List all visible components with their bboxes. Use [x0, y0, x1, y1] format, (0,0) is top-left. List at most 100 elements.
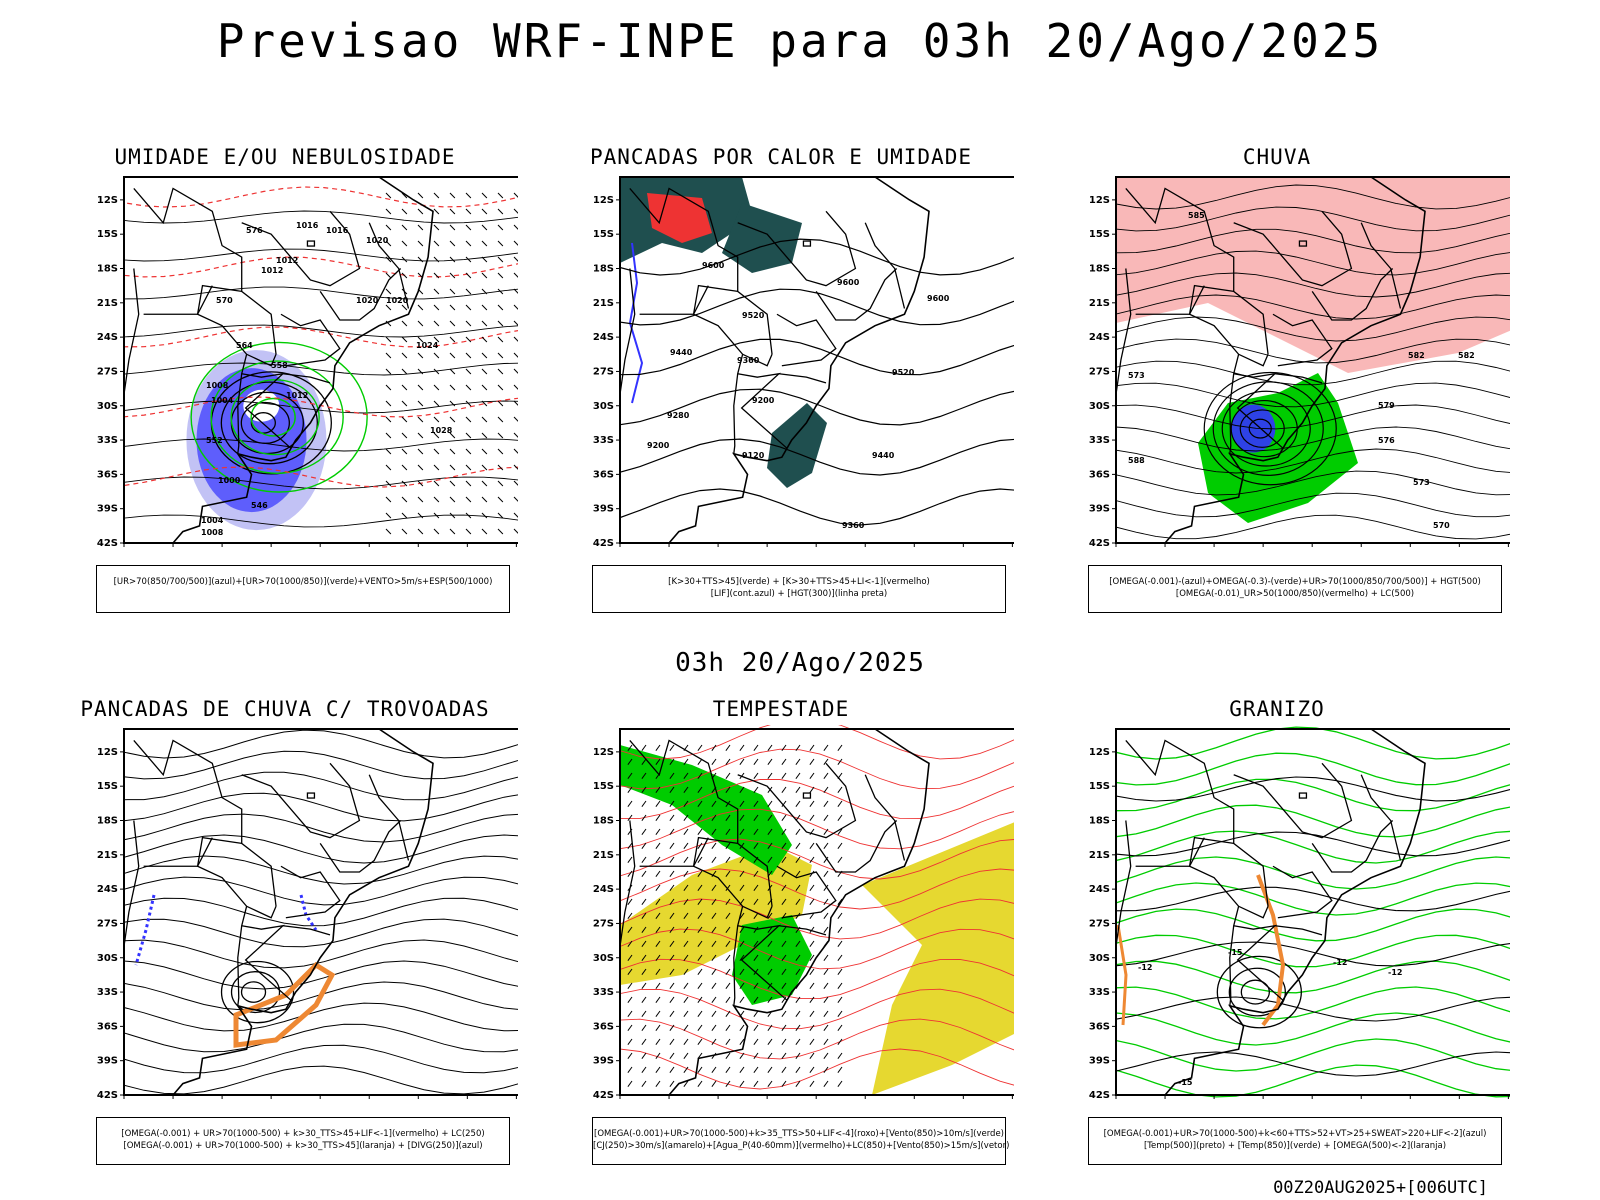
- political-border: [1232, 906, 1284, 1001]
- political-border: [133, 187, 277, 355]
- streamline: [123, 834, 518, 864]
- wind-vector: [449, 240, 456, 247]
- wind-vector: [809, 772, 815, 779]
- contour-label: -15: [1228, 948, 1243, 957]
- wind-vector: [795, 1038, 801, 1045]
- wind-vector: [385, 432, 392, 439]
- wind-vector: [753, 842, 759, 849]
- wind-vector: [781, 1010, 787, 1017]
- wind-vector: [627, 982, 633, 989]
- federal-district: [802, 792, 812, 799]
- figure-title: Previsao WRF-INPE para 03h 20/Ago/2025: [216, 14, 1384, 68]
- wind-vector: [513, 192, 518, 198]
- wind-vector: [837, 828, 843, 835]
- wind-vector: [837, 1038, 843, 1045]
- map-chuva[interactable]: 585 582 579 576 573 570 573 588 582 12S 15S 18S 21S 2…: [1088, 173, 1510, 547]
- wind-vector: [433, 240, 440, 247]
- wind-vector: [795, 884, 801, 891]
- wind-vector: [465, 496, 472, 503]
- wind-vector: [809, 940, 815, 947]
- wind-vector: [385, 384, 392, 391]
- coastline: [668, 176, 930, 544]
- wind-vector: [767, 758, 773, 765]
- wind-vector: [837, 1080, 843, 1087]
- wind-vector: [641, 884, 647, 891]
- wind-vector: [417, 240, 424, 247]
- temp500-contour: [1115, 831, 1510, 857]
- wind-vector: [795, 744, 801, 751]
- wind-vector: [809, 758, 815, 765]
- wind-vector: [697, 842, 703, 849]
- wind-vector: [465, 480, 472, 487]
- wind-vector: [753, 800, 759, 807]
- wind-vector: [683, 898, 689, 905]
- map-pancadas-calor[interactable]: 9600 9600 9600 9520 9440 9360 9280 9200 9200 9120…: [592, 173, 1014, 547]
- lat-label: 42S: [97, 538, 118, 547]
- wind-vector: [683, 1052, 689, 1059]
- political-border: [1232, 354, 1284, 449]
- isobar: [123, 476, 518, 490]
- wind-vector: [781, 898, 787, 905]
- wind-vector: [417, 320, 424, 327]
- panel-chuva: CHUVA 585 582 579 576 573 570 573 588 582 12S 15S 1…: [1062, 145, 1510, 613]
- wind-vector: [497, 272, 504, 279]
- lat-label: 21S: [1089, 850, 1110, 861]
- wind-vector: [697, 1024, 703, 1031]
- wind-vector: [465, 272, 472, 279]
- wind-vector: [669, 786, 675, 793]
- wind-vector: [837, 884, 843, 891]
- wind-vector: [753, 814, 759, 821]
- wind-vector: [497, 304, 504, 311]
- contour-label: 1012: [286, 391, 308, 400]
- temp850-contour: [1115, 908, 1510, 942]
- wind-vector: [627, 954, 633, 961]
- wind-vector: [697, 968, 703, 975]
- hgt500-low: [1203, 371, 1337, 486]
- wind-vector: [711, 926, 717, 933]
- wind-vector: [823, 1024, 829, 1031]
- wind-vector: [669, 1024, 675, 1031]
- wind-vector: [385, 304, 392, 311]
- wind-vector: [753, 772, 759, 779]
- political-border: [1274, 373, 1323, 384]
- wind-vector: [711, 954, 717, 961]
- wind-vector: [781, 856, 787, 863]
- wind-vector: [795, 898, 801, 905]
- wind-vector: [725, 1024, 731, 1031]
- political-border: [133, 739, 277, 907]
- wind-vector: [809, 1080, 815, 1087]
- wind-vector: [781, 884, 787, 891]
- wind-vector: [823, 982, 829, 989]
- wind-vector: [781, 744, 787, 751]
- wind-vector: [823, 884, 829, 891]
- wind-vector: [417, 304, 424, 311]
- panel-pancadas-trovoadas: PANCADAS DE CHUVA C/ TROVOADAS 12S 15S 18S…: [70, 697, 518, 1165]
- wind-vector: [465, 320, 472, 327]
- wind-vector: [433, 320, 440, 327]
- lat-label: 42S: [1089, 1090, 1110, 1099]
- map-tempestade[interactable]: 12S15S18S21S24S27S30S33S36S39S42S70W65W6…: [592, 725, 1014, 1099]
- lat-label: 12S: [97, 747, 118, 758]
- wind-vector: [641, 758, 647, 765]
- temp850-contour: [1115, 986, 1510, 1020]
- wind-vector: [627, 800, 633, 807]
- lat-label: 36S: [97, 1021, 118, 1032]
- map-pancadas-trovoadas[interactable]: 12S15S18S21S24S27S30S33S36S39S42S70W65W6…: [96, 725, 518, 1099]
- lat-label: 18S: [97, 264, 118, 275]
- map-umidade[interactable]: 1016 1012 1012 1016 1020 1020 1024 1008 1004 1000…: [96, 173, 518, 547]
- political-border: [776, 313, 837, 367]
- lat-label: 39S: [1089, 1056, 1110, 1067]
- isobar: [123, 324, 518, 338]
- streamline: [123, 1002, 518, 1032]
- wind-vector: [725, 744, 731, 751]
- wind-vector: [433, 496, 440, 503]
- lat-label: 21S: [1089, 298, 1110, 309]
- wind-vector: [497, 384, 504, 391]
- wind-vector: [401, 480, 408, 487]
- lat-label: 12S: [1089, 747, 1110, 758]
- map-granizo[interactable]: -15 -12 -12 -12 -15 12S 15S 18S 21S 24S 27S 30S 33S 3…: [1088, 725, 1510, 1099]
- wind-vector: [683, 828, 689, 835]
- wind-vector: [627, 996, 633, 1003]
- wind-vector: [781, 1024, 787, 1031]
- panel-tempestade: TEMPESTADE 12S 15S 18S 21S 24S 27S 30S 33S 36S 39…: [566, 697, 1014, 1165]
